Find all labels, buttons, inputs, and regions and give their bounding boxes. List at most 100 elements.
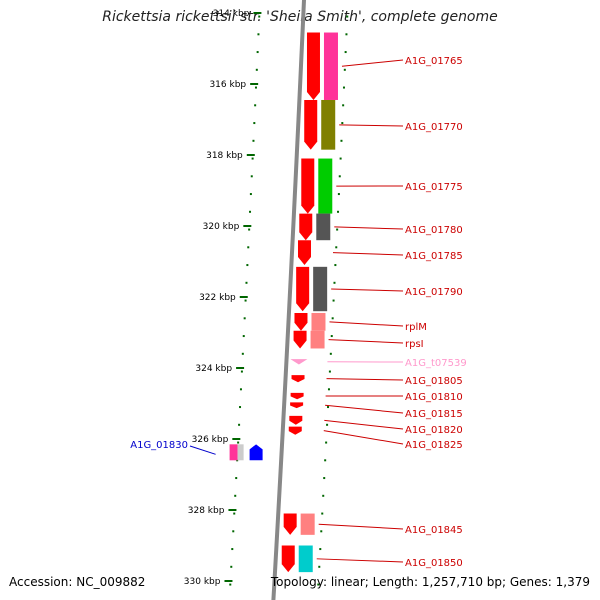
- accession-text: Accession: NC_009882: [9, 575, 146, 589]
- axis-minor-tick: [249, 210, 252, 213]
- axis-minor-tick: [254, 86, 257, 89]
- axis-minor-tick: [253, 122, 256, 125]
- axis-minor-tick: [239, 406, 242, 409]
- gene-arrow: [291, 375, 305, 383]
- axis-minor-tick: [257, 33, 260, 36]
- gene-label-leader: [318, 523, 404, 530]
- axis-minor-tick: [242, 335, 245, 338]
- axis-minor-tick: [317, 583, 320, 586]
- axis-tick-label: 328 kbp: [188, 506, 225, 516]
- gene-label-leader: [325, 404, 404, 414]
- axis-tick-label: 326 kbp: [192, 435, 229, 445]
- cog-category-block: [311, 312, 326, 331]
- gene-arrow: [290, 392, 304, 400]
- gene-label-leader: [189, 445, 216, 455]
- axis-minor-tick: [326, 423, 329, 426]
- axis-minor-tick: [252, 139, 255, 142]
- axis-minor-tick: [254, 104, 257, 107]
- axis-minor-tick: [238, 423, 241, 426]
- axis-minor-tick: [343, 68, 346, 71]
- gene-arrow: [297, 240, 311, 266]
- gene-label: rplM: [405, 322, 427, 333]
- axis-minor-tick: [332, 299, 335, 302]
- axis-minor-tick: [336, 228, 339, 231]
- gene-label: A1G_01815: [405, 409, 463, 420]
- gene-label-leader: [329, 321, 404, 327]
- axis-minor-tick: [324, 459, 327, 462]
- axis-minor-tick: [251, 157, 254, 160]
- axis-minor-tick: [341, 122, 344, 125]
- cog-category-block: [316, 213, 331, 241]
- axis-minor-tick: [246, 264, 249, 267]
- genome-backbone: [271, 0, 307, 600]
- axis-minor-tick: [249, 193, 252, 196]
- axis-minor-tick: [338, 175, 341, 178]
- gene-arrow: [283, 513, 297, 535]
- axis-minor-tick: [337, 210, 340, 213]
- axis-tick-label: 330 kbp: [184, 577, 221, 587]
- cog-category-block: [229, 444, 238, 461]
- axis-minor-tick: [255, 68, 258, 71]
- gene-label: A1G_01780: [405, 225, 463, 236]
- gene-label: rpsI: [405, 339, 424, 350]
- gene-label: A1G_t07539: [405, 358, 467, 369]
- gene-arrow: [293, 330, 307, 349]
- axis-tick-label: 324 kbp: [195, 364, 232, 374]
- gene-label-leader: [328, 339, 404, 344]
- gene-label-leader: [332, 252, 404, 256]
- axis-minor-tick: [247, 246, 250, 249]
- axis-minor-tick: [235, 477, 238, 480]
- gene-label-leader: [334, 226, 404, 230]
- axis-minor-tick: [342, 104, 345, 107]
- axis-minor-tick: [241, 352, 244, 355]
- axis-minor-tick: [329, 352, 332, 355]
- axis-tick-label: 320 kbp: [203, 222, 240, 232]
- gene-labels: A1G_01765 A1G_01770 A1G_01775 A1G_01780 A1G_…: [130, 56, 466, 569]
- axis-minor-tick: [256, 51, 259, 54]
- gene-arrow: [304, 99, 318, 150]
- axis-ticks: 314 kbp 316 kbp 318 kbp 320 kbp 322 kbp 324 k…: [184, 9, 349, 587]
- axis-minor-tick: [250, 175, 253, 178]
- axis-minor-tick: [319, 548, 322, 551]
- axis-minor-tick: [328, 370, 331, 373]
- axis-minor-tick: [318, 565, 321, 568]
- axis-minor-tick: [325, 441, 328, 444]
- axis-minor-tick: [233, 512, 236, 515]
- axis-minor-tick: [240, 370, 243, 373]
- axis-minor-tick: [334, 264, 337, 267]
- axis-minor-tick: [335, 246, 338, 249]
- gene-label-leader: [341, 59, 404, 67]
- gene-label: A1G_01830: [130, 440, 188, 451]
- axis-minor-tick: [229, 583, 232, 586]
- gene-arrow: [301, 158, 315, 214]
- cog-category-block: [310, 330, 325, 349]
- gene-label: A1G_01775: [405, 182, 463, 193]
- axis-minor-tick: [239, 388, 242, 391]
- axis-minor-tick: [339, 157, 342, 160]
- axis-minor-tick: [344, 51, 347, 54]
- gene-label-leader: [326, 378, 404, 381]
- gene-arrow: [249, 444, 263, 461]
- axis-minor-tick: [345, 33, 348, 36]
- gene-label: A1G_01810: [405, 392, 463, 403]
- axis-tick-label: 314 kbp: [213, 9, 250, 19]
- gene-arrow: [288, 426, 302, 435]
- axis-minor-tick: [258, 15, 261, 18]
- gene-label-leader: [324, 419, 404, 430]
- cog-category-block: [321, 99, 336, 150]
- axis-minor-tick: [243, 317, 246, 320]
- gene-features: [229, 32, 338, 573]
- axis-minor-tick: [323, 477, 326, 480]
- axis-tick-label: 316 kbp: [209, 80, 246, 90]
- axis-minor-tick: [320, 530, 323, 533]
- cog-category-block: [298, 545, 313, 573]
- axis-minor-tick: [234, 494, 237, 497]
- gene-label: A1G_01825: [405, 440, 463, 451]
- cog-category-block: [323, 32, 338, 100]
- cog-category-block: [237, 444, 244, 461]
- gene-arrow: [299, 213, 313, 241]
- gene-label: A1G_01845: [405, 525, 463, 536]
- axis-minor-tick: [340, 139, 343, 142]
- gene-arrow: [296, 266, 310, 312]
- axis-minor-tick: [337, 193, 340, 196]
